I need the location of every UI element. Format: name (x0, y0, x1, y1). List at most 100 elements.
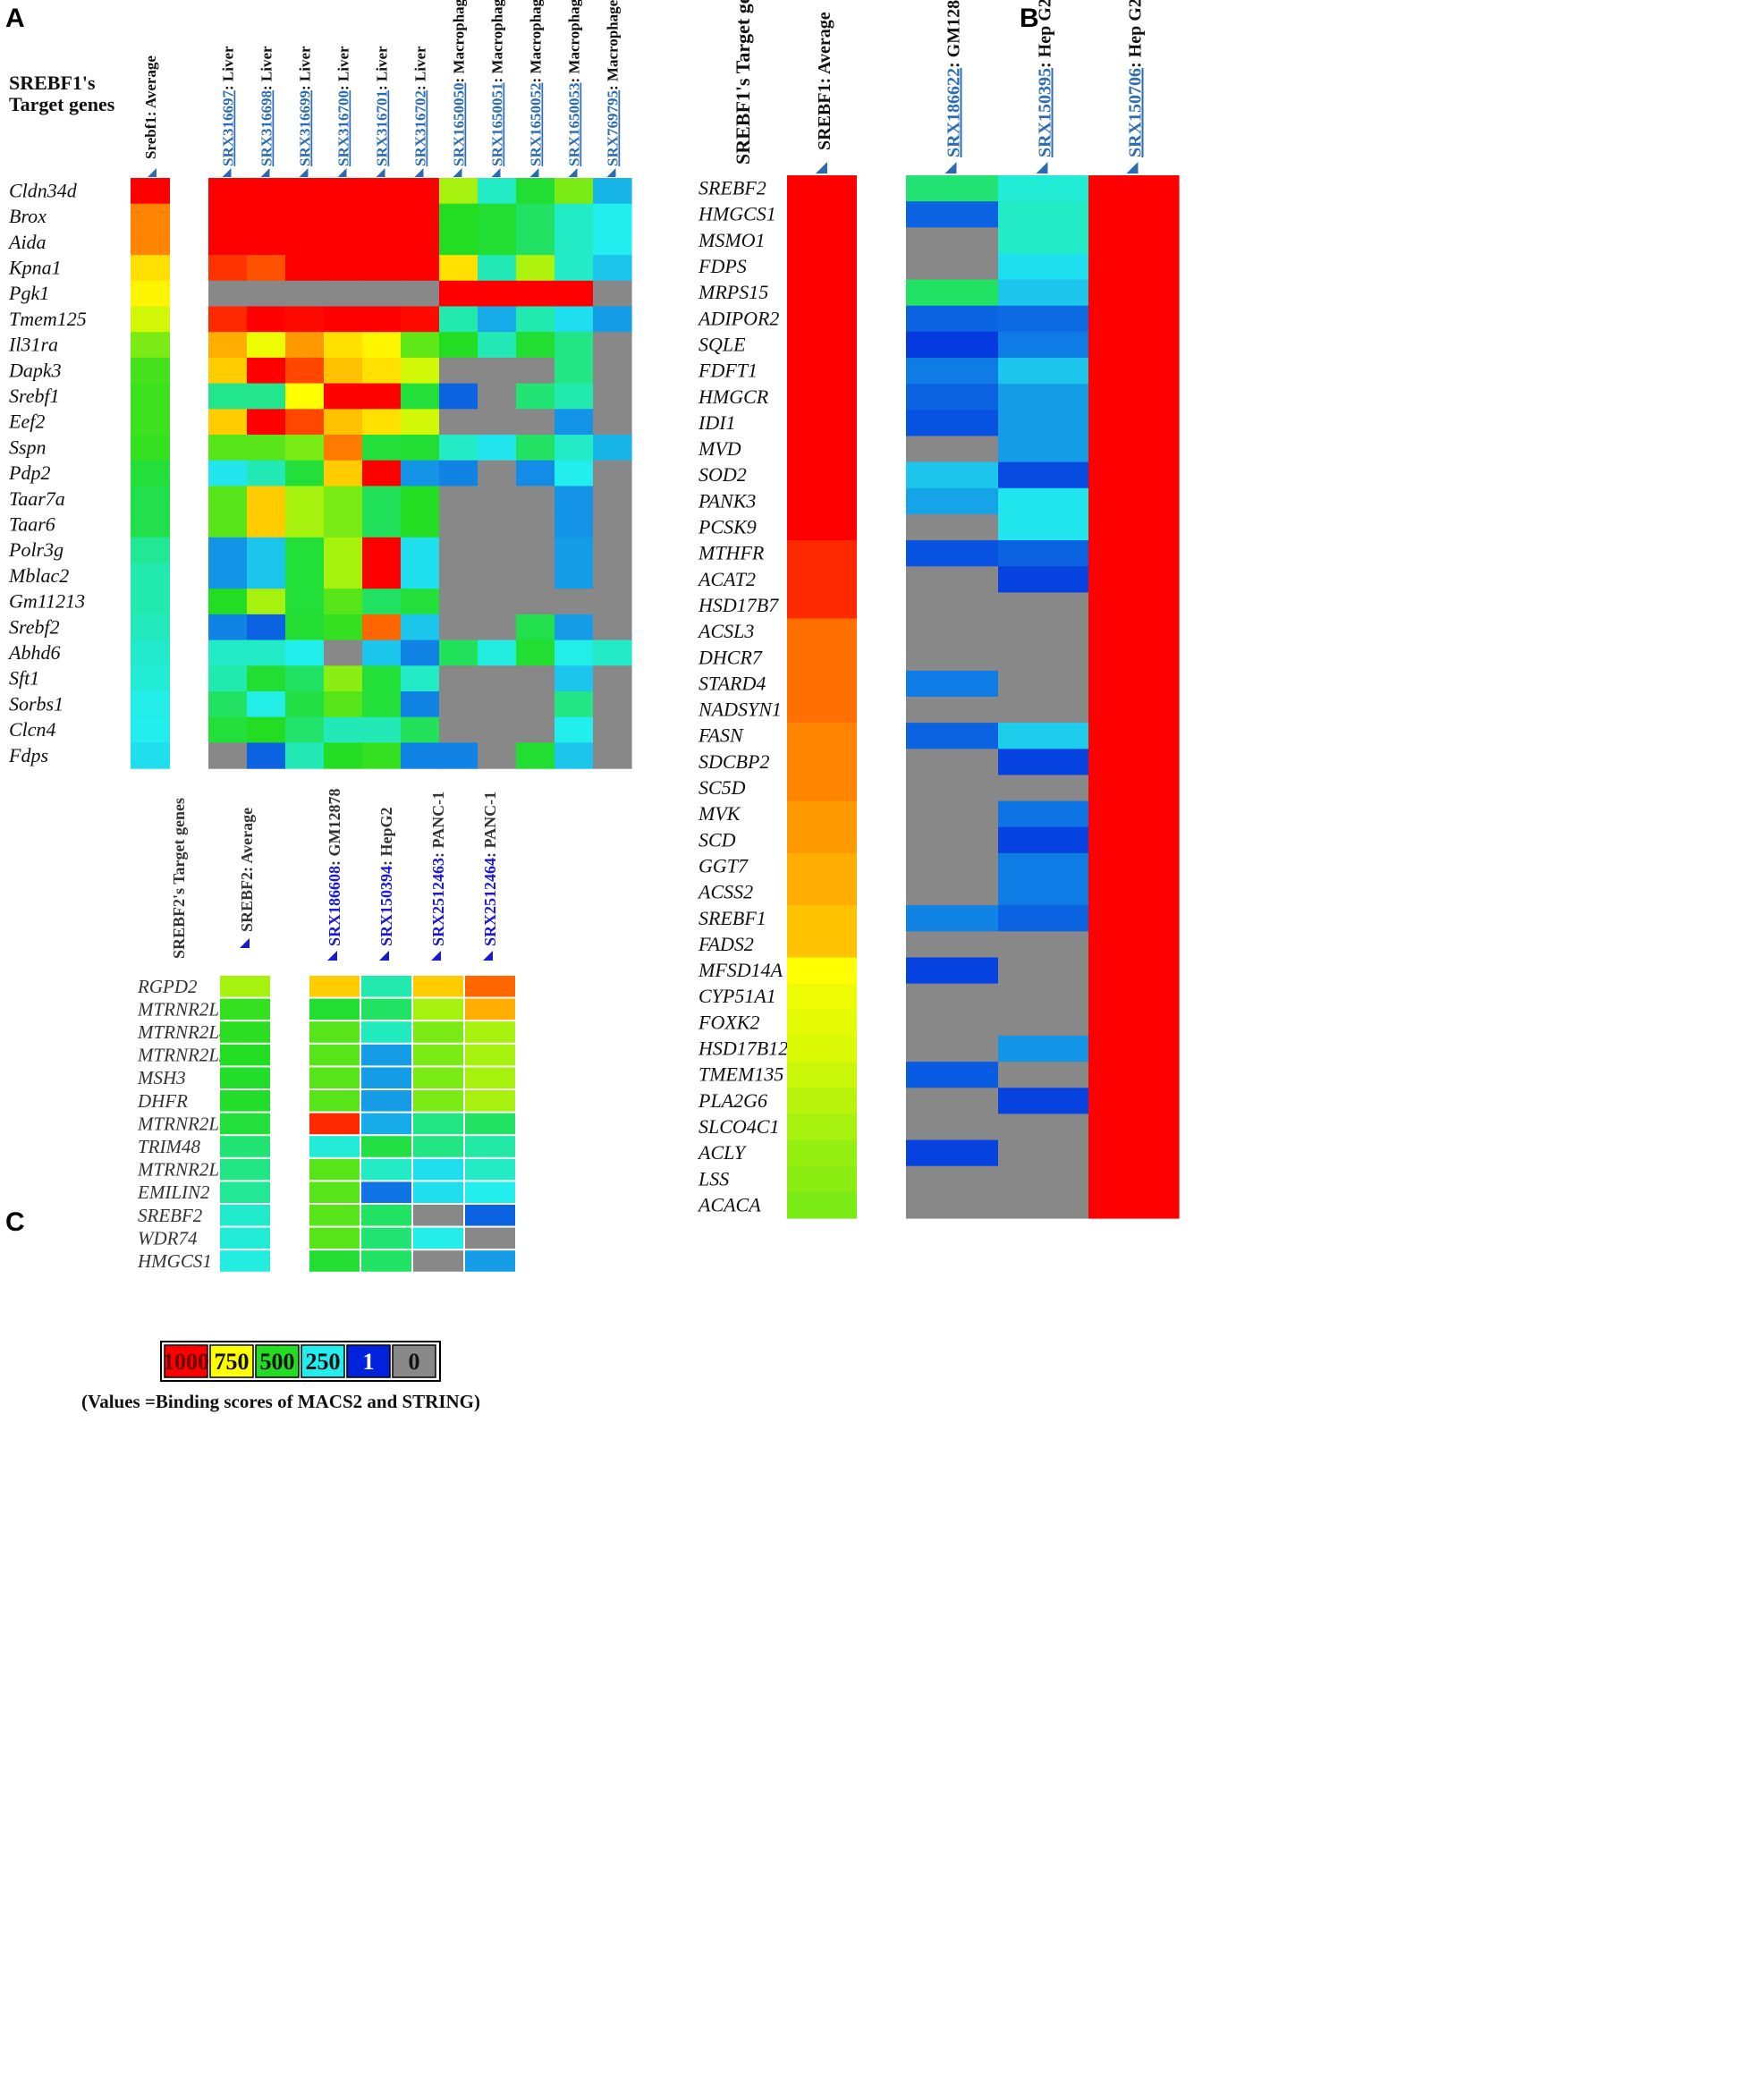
legend-swatch (301, 1344, 345, 1378)
panel-a-gene-label: Taar6 (9, 512, 55, 535)
panel-a-column-header[interactable]: SRX316700: Liver (335, 46, 352, 166)
panel-c-cell (309, 1067, 360, 1088)
panel-b-average-cell (787, 931, 857, 959)
panel-b-average-cell (787, 644, 857, 672)
panel-a-cell (401, 512, 440, 538)
panel-a-column-header[interactable]: SRX1650051: Macrophages (489, 0, 506, 166)
panel-a-cell (516, 306, 555, 333)
panel-c-title: SREBF2's Target genes (170, 798, 188, 959)
panel-c-cell (465, 1181, 515, 1203)
panel-a-cell (401, 665, 440, 692)
panel-a-cell (247, 255, 286, 282)
panel-a-cell (285, 512, 325, 538)
panel-a-cell (555, 229, 594, 256)
panel-b-cell (906, 540, 999, 567)
panel-c-average-cell (220, 1090, 270, 1112)
panel-b-cell (906, 384, 999, 411)
panel-a-cell (555, 665, 594, 692)
panel-a-average-cell (131, 203, 170, 230)
panel-c-cell (465, 1158, 515, 1181)
panel-c-column-header[interactable]: SRX2512464: PANC-1 (481, 792, 499, 946)
panel-c-column-header[interactable]: SRX150394: HepG2 (377, 807, 395, 946)
panel-b-column-header[interactable]: SRX186622: GM12878 (944, 0, 964, 157)
panel-c-average-cell (220, 976, 270, 997)
panel-b-cell (998, 279, 1089, 307)
panel-a-column-header[interactable]: SRX769795: Macrophages (605, 0, 622, 166)
panel-c-column-marker (483, 951, 493, 961)
panel-a-column-header[interactable]: SRX1650053: Macrophages (566, 0, 583, 166)
panel-c-column-header[interactable]: SRX186608: GM12878 (326, 789, 343, 947)
panel-a-cell (593, 435, 632, 461)
panel-b-average-cell (787, 1191, 857, 1219)
panel-a-cell (516, 665, 555, 692)
panel-a-cell (362, 691, 402, 718)
panel-a-cell (593, 486, 632, 512)
panel-b-average-cell (787, 201, 857, 228)
panel-a-gene-label: Dapk3 (8, 359, 62, 381)
panel-a-cell (285, 742, 325, 769)
panel-a-cell (208, 332, 248, 359)
panel-a-cell (478, 357, 517, 385)
legend-swatch (209, 1344, 254, 1378)
panel-a-cell (478, 203, 517, 230)
panel-b-cell (1088, 800, 1180, 828)
panel-a-column-header[interactable]: SRX1650052: Macrophages (528, 0, 545, 166)
panel-a-cell (324, 306, 363, 333)
panel-b-cell (906, 1035, 999, 1063)
panel-a-column-header[interactable]: SRX316702: Liver (412, 46, 429, 166)
panel-a-cell (555, 639, 594, 666)
panel-c-column-header[interactable]: SRX2512463: PANC-1 (429, 792, 447, 946)
panel-b-cell (1088, 410, 1180, 437)
panel-c-average-cell (220, 1205, 270, 1226)
panel-a-column-header[interactable]: SRX316699: Liver (297, 46, 314, 166)
panel-a-cell (555, 460, 594, 487)
panel-a-cell (362, 229, 402, 256)
panel-a-column-marker (568, 168, 578, 177)
panel-a-column-header[interactable]: SRX316701: Liver (374, 46, 391, 166)
panel-b-cell (1088, 566, 1180, 593)
panel-a-cell (208, 178, 248, 205)
panel-b-average-cell (787, 1139, 857, 1167)
panel-a-average-cell (131, 255, 170, 282)
panel-b-average-cell (787, 983, 857, 1011)
panel-b-cell (1088, 305, 1180, 333)
panel-b-cell (1088, 1139, 1180, 1167)
panel-b-cell (998, 175, 1089, 202)
panel-b-gene-label: MFSD14A (698, 959, 783, 981)
panel-a-column-header[interactable]: SRX316698: Liver (258, 46, 275, 166)
panel-a-column-header[interactable]: SRX1650050: Macrophages (451, 0, 468, 166)
panel-a-column-marker (453, 168, 462, 177)
panel-c-cell (465, 1250, 515, 1272)
panel-a-cell (362, 203, 402, 230)
panel-a-column-header[interactable]: SRX316697: Liver (220, 46, 237, 166)
panel-a-cell (593, 357, 632, 385)
panel-a-cell (478, 435, 517, 461)
panel-a-cell (208, 435, 248, 461)
panel-a-average-cell (131, 357, 170, 385)
panel-a-cell (247, 460, 286, 487)
panel-b-gene-label: IDI1 (698, 411, 736, 434)
panel-a-cell (285, 306, 325, 333)
panel-a-average-cell (131, 383, 170, 410)
legend-swatch-label: 500 (260, 1349, 295, 1375)
panel-c-cell (465, 1067, 515, 1088)
panel-b-gene-label: FASN (698, 724, 744, 747)
panel-a-cell (285, 589, 325, 615)
panel-b-gene-label: ACLY (697, 1141, 748, 1164)
panel-b-gene-label: CYP51A1 (698, 985, 776, 1007)
panel-c-cell (309, 1227, 360, 1249)
panel-b-column-header[interactable]: SRX150395: Hep G2 (1036, 0, 1055, 157)
panel-b-cell (998, 201, 1089, 228)
panel-a-gene-label: Eef2 (8, 411, 45, 433)
panel-b-cell (998, 410, 1089, 437)
panel-c-heatmap: SREBF2's Target genes SREBF2: Average SRX1… (137, 789, 515, 1272)
panel-b-average-cell (787, 487, 857, 515)
panel-a-cell (208, 614, 248, 641)
panel-b-column-header[interactable]: SRX150706: Hep G2 (1126, 0, 1146, 157)
panel-c-average-cell (220, 1136, 270, 1157)
panel-b-cell (998, 566, 1089, 593)
panel-b-average-cell (787, 618, 857, 646)
panel-c-cell (361, 998, 411, 1020)
panel-c-cell (309, 1021, 360, 1043)
panel-a-gene-label: Taar7a (9, 487, 65, 510)
